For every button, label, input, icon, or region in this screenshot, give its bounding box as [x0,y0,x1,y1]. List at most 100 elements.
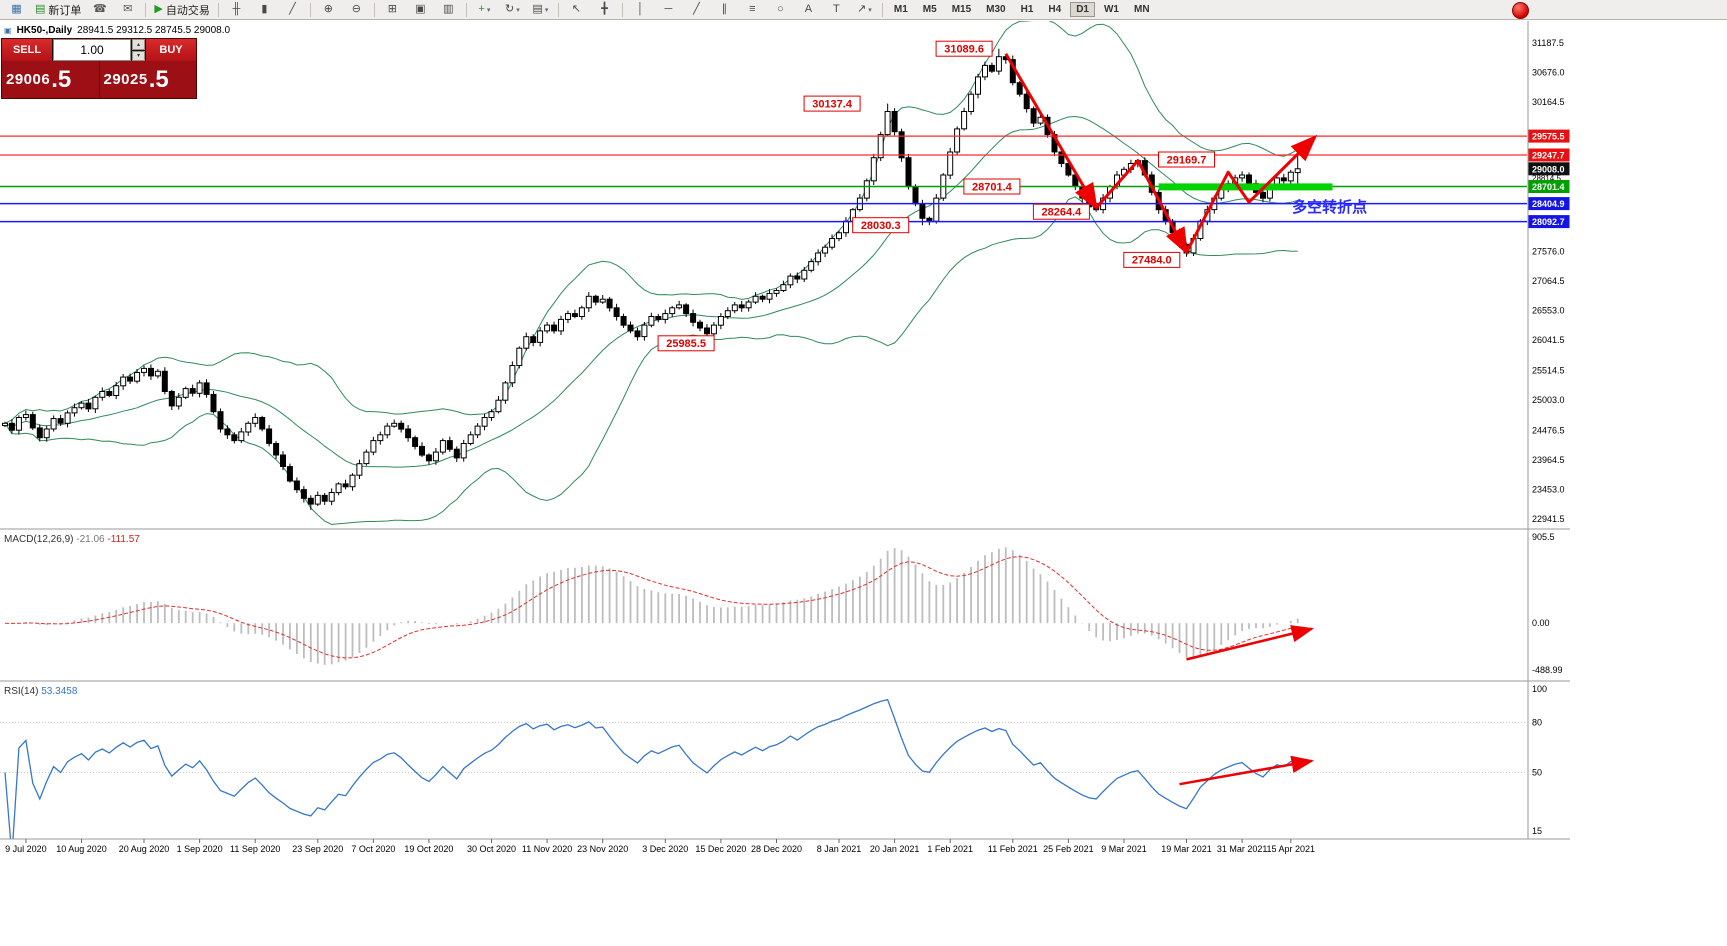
label-icon[interactable]: T [823,0,850,19]
price-axis-badge: 28404.9 [1528,197,1570,211]
line-chart-icon[interactable]: ╱ [279,0,306,19]
price-callout[interactable]: 29169.7 [1158,151,1215,168]
timeframe-d1[interactable]: D1 [1070,2,1095,17]
vertical-line-icon[interactable]: │ [627,0,654,19]
macd-axis-label: -488.99 [1532,665,1563,675]
arrange-windows-icon[interactable]: ▥ [435,0,462,19]
zoom-in-icon-glyph: ⊕ [323,3,333,15]
channel-icon[interactable]: ∥ [711,0,738,19]
sell-price[interactable]: 29006 .5 [2,61,100,98]
horizontal-line-icon[interactable]: ─ [655,0,682,19]
price-tick-label: 25003.0 [1532,395,1565,405]
arrows-icon[interactable]: ↗ ▾ [851,0,878,19]
price-callout[interactable]: 28030.3 [852,217,910,234]
trend-arrow[interactable] [1185,134,1318,254]
price-tick-label: 27064.5 [1532,276,1565,286]
timeframe-w1[interactable]: W1 [1103,4,1119,15]
price-callout[interactable]: 27484.0 [1123,251,1181,268]
arrows-icon-dropdown[interactable]: ▾ [868,6,872,14]
toolbar-separator [557,2,559,17]
add-indicator-button[interactable]: + ▾ [471,0,498,19]
timeframe-m30[interactable]: M30 [986,4,1006,15]
price-callout[interactable]: 25985.5 [657,335,715,352]
candlestick-chart-icon[interactable]: ▮ [251,0,278,19]
chart-title: ▣ HK50-,Daily 28941.5 29312.5 28745.5 29… [4,25,230,36]
buy-price[interactable]: 29025 .5 [100,61,197,98]
one-click-trading-panel: SELL 1.00 ▴ ▾ BUY 29006 .5 29025 .5 [1,38,197,99]
cascade-windows-icon[interactable]: ▣ [407,0,434,19]
add-indicator-button-dropdown[interactable]: ▾ [486,6,491,14]
text-icon[interactable]: A [795,0,822,19]
tile-windows-icon[interactable]: ⊞ [379,0,406,19]
timeframe-mn[interactable]: MN [1133,4,1150,15]
crosshair-icon[interactable]: ╋ [591,0,618,19]
candles-layer [2,48,1301,510]
price-callout[interactable]: 31089.6 [935,40,993,57]
support-zone-bar[interactable] [1158,183,1333,191]
new-order-button[interactable]: ▤ 新订单 [31,0,85,19]
price-tick-label: 23453.0 [1532,485,1565,495]
date-label: 25 Feb 2021 [1043,844,1094,854]
volume-input[interactable]: 1.00 [53,39,131,61]
autotrade-button[interactable]: ▶ 自动交易 [150,0,213,19]
toolbar-separator [309,2,311,17]
ellipse-icon[interactable]: ○ [767,0,794,19]
horizontal-line-icon-glyph: ─ [664,3,673,15]
toolbar-separator [373,2,375,17]
buy-button[interactable]: BUY [146,39,196,61]
svg-text:29008.0: 29008.0 [1532,164,1565,174]
date-label: 23 Sep 2020 [292,844,343,854]
bollinger-lower-band [4,196,1298,526]
cursor-icon-glyph: ↖ [571,3,581,15]
zoom-in-icon[interactable]: ⊕ [315,0,342,19]
timeframe-h1[interactable]: H1 [1020,4,1034,15]
cursor-icon[interactable]: ↖ [563,0,590,19]
auto-scroll-icon[interactable]: ↻ ▾ [499,0,526,19]
rsi-header: RSI(14) 53.3458 [4,686,78,697]
price-callout[interactable]: 28264.4 [1032,203,1090,220]
date-label: 8 Jan 2021 [817,844,862,854]
macd-signal-line [4,556,1298,659]
sell-button[interactable]: SELL [2,39,52,61]
svg-text:25985.5: 25985.5 [666,338,706,350]
macd-layer [4,547,1315,665]
timeframe-m1[interactable]: M1 [893,4,908,15]
buy-price-frac: .5 [148,65,169,93]
chart-canvas[interactable]: 31089.6 30137.4 29169.7 28701.4 28264.4 28030… [0,21,1570,941]
notification-icon[interactable] [1512,2,1529,19]
templates-icon-dropdown[interactable]: ▾ [544,6,549,14]
timeframe-h4[interactable]: H4 [1048,4,1062,15]
trend-arrow[interactable] [1004,53,1098,211]
trade-controls-row: SELL 1.00 ▴ ▾ BUY [2,39,196,61]
zoom-out-icon[interactable]: ⊖ [343,0,370,19]
trendline-icon[interactable]: ╱ [683,0,710,19]
volume-stepper: ▴ ▾ [132,39,145,61]
mobile-app-icon[interactable]: ☎ [86,0,113,19]
charts-profile-icon[interactable]: ▦ [3,0,30,19]
trendline-icon-glyph: ╱ [693,3,700,15]
zoom-out-icon-glyph: ⊖ [351,3,361,15]
date-label: 15 Dec 2020 [695,844,746,854]
volume-up-button[interactable]: ▴ [132,39,145,50]
price-callout[interactable]: 28701.4 [963,178,1021,195]
date-label: 30 Oct 2020 [467,844,516,854]
vertical-line-icon-glyph: │ [636,3,644,15]
macd-header: MACD(12,26,9) -21.06 -111.57 [4,534,140,545]
trend-arrow[interactable] [1095,159,1188,256]
templates-icon[interactable]: ▤ ▾ [527,0,554,19]
buy-price-main: 29025 [103,71,148,88]
turning-point-label[interactable]: 多空转折点 [1292,198,1367,216]
bar-chart-icon[interactable]: ╫ [223,0,250,19]
fibonacci-icon[interactable]: ≡ [739,0,766,19]
date-label: 11 Sep 2020 [230,844,280,854]
volume-down-button[interactable]: ▾ [132,50,145,61]
price-tick-label-small: 28814.5 [1532,174,1561,183]
auto-scroll-icon-dropdown[interactable]: ▾ [516,6,520,14]
timeframe-m5[interactable]: M5 [922,4,937,15]
macd-trend-arrow[interactable] [1186,625,1315,661]
rsi-trend-arrow[interactable] [1179,755,1315,786]
price-callout[interactable]: 30137.4 [803,95,861,112]
date-label: 9 Mar 2021 [1101,844,1147,854]
timeframe-m15[interactable]: M15 [951,4,972,15]
chat-icon[interactable]: ✉ [114,0,141,19]
